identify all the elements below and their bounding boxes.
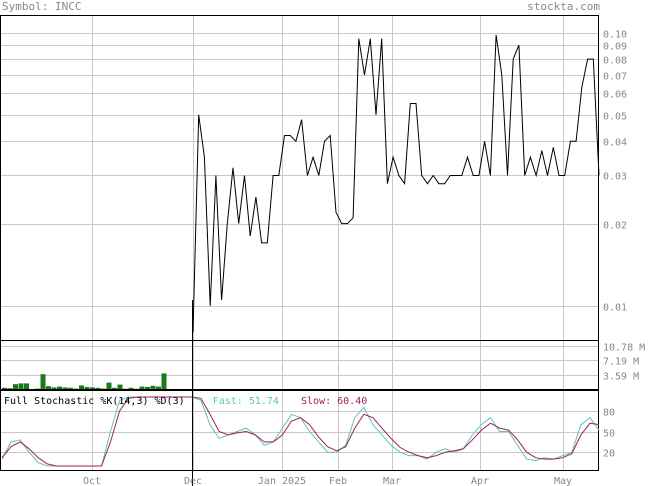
volume-bar xyxy=(46,386,51,389)
volume-bar xyxy=(106,382,112,389)
stochastic-panel: 20 50 80 xyxy=(0,390,615,471)
price-line-group xyxy=(192,34,600,333)
volume-bar xyxy=(51,387,57,389)
stochastic-panel-frame xyxy=(0,390,599,471)
price-y-gridlines xyxy=(1,33,598,307)
stochastic-slow-line xyxy=(1,396,600,467)
stochastic-y-tick-label: 80 xyxy=(603,408,615,419)
slow-value: 60.40 xyxy=(337,396,368,407)
slow-label: Slow: xyxy=(301,396,332,407)
fast-value: 51.74 xyxy=(248,396,279,407)
price-panel-frame xyxy=(0,15,599,341)
volume-bar xyxy=(161,373,167,389)
volume-bar xyxy=(24,383,29,389)
volume-bar xyxy=(117,384,123,389)
volume-bar xyxy=(18,383,24,389)
price-y-tick-label: 0.01 xyxy=(603,303,627,314)
price-y-tick-label: 0.03 xyxy=(603,172,627,183)
volume-y-tick-label: 10.78 M xyxy=(603,343,645,354)
price-x-gridlines xyxy=(92,16,564,340)
volume-bar xyxy=(112,387,117,389)
volume-y-tick-label: 3.59 M xyxy=(603,372,639,383)
price-y-tick-label: 0.02 xyxy=(603,221,627,232)
volume-y-tick-labels: 10.78 M 7.19 M 3.59 M xyxy=(603,343,645,383)
stochastic-y-tick-labels: 20 50 80 xyxy=(603,408,615,460)
volume-bar xyxy=(84,387,90,389)
site-name: stockta.com xyxy=(527,0,600,13)
volume-bar xyxy=(57,386,62,389)
volume-bar xyxy=(7,388,13,389)
stochastic-y-gridlines xyxy=(1,411,598,453)
volume-x-gridlines xyxy=(92,341,564,389)
volume-bar xyxy=(145,387,150,389)
stochastic-x-gridlines xyxy=(92,391,564,470)
x-tick-label: May xyxy=(554,476,572,486)
volume-bar xyxy=(40,374,46,389)
volume-y-gridlines xyxy=(1,346,598,376)
volume-bar xyxy=(128,387,134,389)
fast-label: Fast: xyxy=(212,396,243,407)
stochastic-y-tick-label: 50 xyxy=(603,429,615,440)
price-y-tick-labels: 0.01 0.02 0.03 0.04 0.05 0.06 0.07 0.08 0.090.10 xyxy=(603,30,627,314)
volume-bar xyxy=(90,387,95,389)
price-y-tick-label: 0.05 xyxy=(603,112,627,123)
volume-panel: 10.78 M 7.19 M 3.59 M xyxy=(0,340,645,390)
stochastic-lines xyxy=(1,396,600,467)
price-y-tick-label: 0.06 xyxy=(603,90,627,101)
volume-bar xyxy=(156,386,161,389)
volume-bar xyxy=(2,387,7,389)
volume-bars xyxy=(2,373,167,389)
price-y-tick-label: 0.04 xyxy=(603,138,627,149)
price-y-tick-label: 0.07 xyxy=(603,72,627,83)
volume-bar xyxy=(150,385,156,389)
x-tick-label: Dec xyxy=(184,476,202,486)
volume-panel-frame xyxy=(0,340,599,390)
stochastic-legend: Full Stochastic %K(14,3) %D(3) Fast: 51.… xyxy=(4,396,367,408)
price-y-tick-label: 0.09 xyxy=(603,42,627,53)
symbol-label: Symbol: INCC xyxy=(2,0,82,13)
volume-bar xyxy=(79,385,84,389)
x-tick-label: Feb xyxy=(329,476,347,486)
price-line xyxy=(192,34,600,333)
x-tick-label: Mar xyxy=(383,476,401,486)
price-y-tick-label: 0.08 xyxy=(603,56,627,67)
x-axis-labels: Oct Dec Jan 2025 Feb Mar Apr May xyxy=(83,476,572,486)
volume-bar xyxy=(139,386,145,389)
x-tick-label: Jan 2025 xyxy=(258,476,306,486)
volume-bar xyxy=(13,384,18,389)
stochastic-title: Full Stochastic %K(14,3) %D(3) xyxy=(4,396,185,407)
volume-bar xyxy=(68,387,73,389)
x-tick-label: Oct xyxy=(83,476,101,486)
stochastic-y-tick-label: 20 xyxy=(603,449,615,460)
volume-bar xyxy=(95,387,101,389)
x-tick-label: Apr xyxy=(471,476,489,486)
volume-bar xyxy=(62,387,68,389)
volume-y-tick-label: 7.19 M xyxy=(603,357,639,368)
price-y-tick-label: 0.10 xyxy=(603,30,627,41)
price-panel: 0.01 0.02 0.03 0.04 0.05 0.06 0.07 0.08 0.090.10 xyxy=(0,15,627,341)
